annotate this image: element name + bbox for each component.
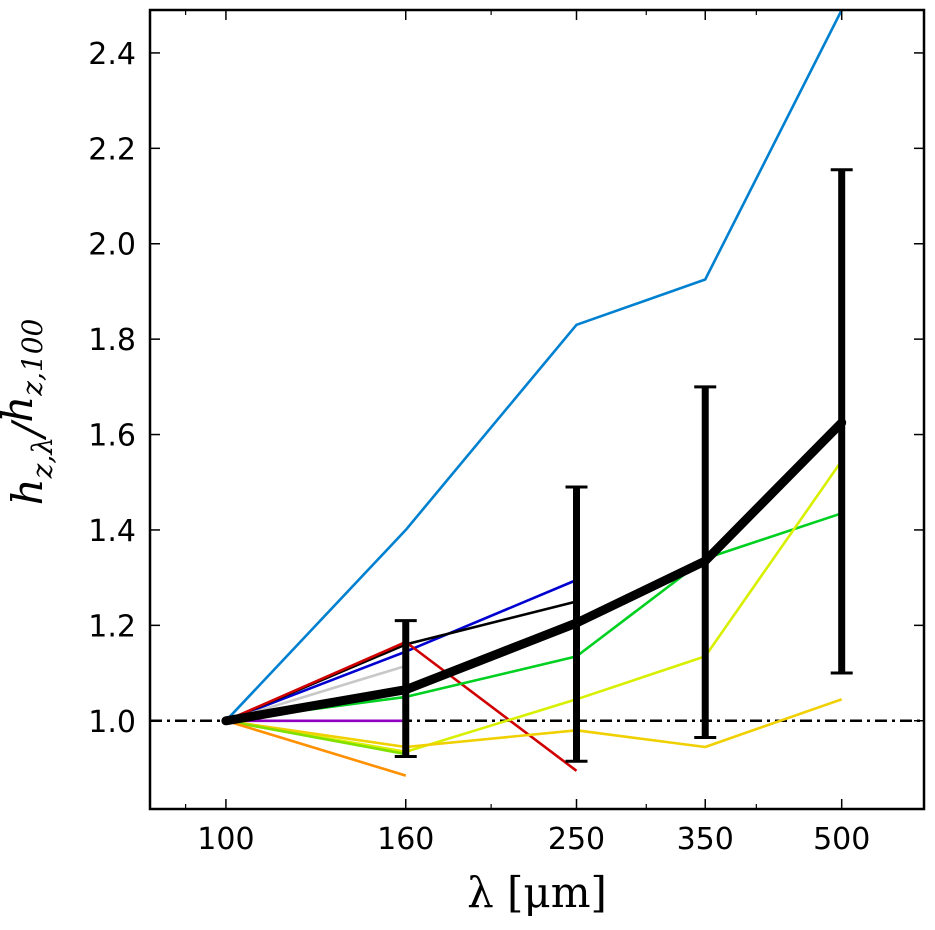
series-line-10 bbox=[225, 719, 407, 777]
y-axis-label: hz,λ/hz,100 bbox=[0, 319, 59, 506]
y-tick-label-1.8: 1.8 bbox=[88, 323, 136, 358]
x-tick-label-350: 350 bbox=[677, 822, 734, 857]
x-tick-label-500: 500 bbox=[813, 822, 870, 857]
y-tick-label-1: 1.0 bbox=[88, 705, 136, 740]
mean-series bbox=[221, 168, 853, 763]
y-tick-label-1.4: 1.4 bbox=[88, 514, 136, 549]
y-tick-label-1.2: 1.2 bbox=[88, 609, 136, 644]
y-tick-label-1.6: 1.6 bbox=[88, 419, 136, 454]
y-tick-label-2.2: 2.2 bbox=[88, 132, 136, 167]
x-tick-label-250: 250 bbox=[548, 822, 605, 857]
series-lines bbox=[150, 10, 924, 777]
series-line-1 bbox=[224, 10, 843, 722]
x-axis-label: λ [μm] bbox=[467, 868, 607, 917]
series-line-6 bbox=[225, 512, 843, 723]
plot-frame bbox=[148, 8, 926, 811]
x-tick-label-100: 100 bbox=[197, 822, 254, 857]
axis-ticks: 100 160 250 350 500 1.0 1.2 1.4 1.6 1.8 2.0 2.2 2.4 bbox=[88, 10, 924, 857]
mean-line bbox=[221, 418, 847, 726]
x-tick-label-160: 160 bbox=[377, 822, 434, 857]
y-tick-label-2.4: 2.4 bbox=[88, 37, 136, 72]
y-tick-label-2: 2.0 bbox=[88, 228, 136, 263]
series-line-9 bbox=[225, 719, 407, 756]
